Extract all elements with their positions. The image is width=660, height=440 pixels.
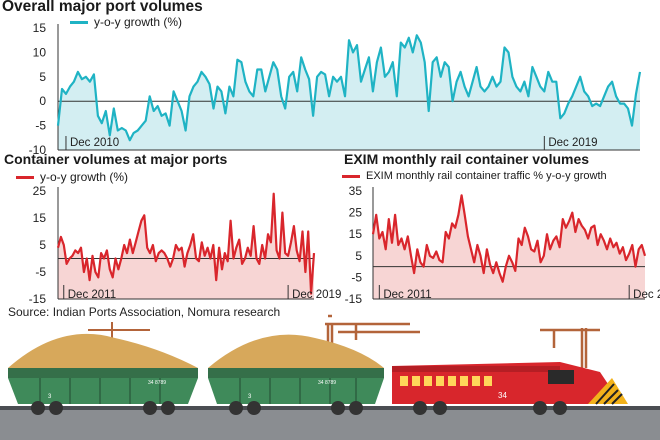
chart2-y-tick-label: 25	[33, 184, 47, 198]
chart1-y-tick-label: 0	[39, 94, 46, 108]
chart1-legend-label: y-o-y growth (%)	[94, 15, 183, 29]
locomotive-number: 34	[498, 391, 507, 400]
chart3-y-tick-label: 25	[349, 206, 363, 220]
chart1-y-tick-label: -5	[35, 119, 46, 133]
chart2-y-tick-label: 5	[39, 238, 46, 252]
chart3-y-tick-label: -5	[351, 270, 362, 284]
chart3-x-tick-label: Dec 2019	[633, 289, 660, 301]
chart3-y-tick-label: 15	[349, 227, 363, 241]
chart2-y-tick-label: -15	[29, 292, 47, 306]
wagon-2: 34 8789 3	[208, 334, 384, 415]
chart3-legend-label: EXIM monthly rail container traffic % y-…	[366, 170, 607, 182]
chart2-title: Container volumes at major ports	[4, 151, 228, 167]
legend-swatch	[16, 175, 34, 179]
chart2-legend: y-o-y growth (%)	[16, 170, 128, 184]
rail	[0, 406, 660, 410]
source-note: Source: Indian Ports Association, Nomura…	[8, 305, 281, 319]
chart2-x-tick-label: Dec 2011	[68, 289, 116, 301]
chart2-x-tick-label: Dec 2019	[292, 289, 341, 301]
wagon-number: 3	[248, 394, 252, 400]
chart2-y-tick-label: 15	[33, 211, 47, 225]
chart3-x-tick-label: Dec 2011	[383, 289, 431, 301]
chart1-title: Overall major port volumes	[2, 0, 203, 15]
chart2-area-fill	[58, 193, 314, 299]
crane-right	[540, 328, 600, 368]
wagon-1: 34 8789 3	[8, 333, 198, 415]
wagon-number: 3	[48, 394, 52, 400]
legend-swatch	[70, 20, 88, 24]
chart2-series-line	[56, 192, 316, 295]
track-bed	[0, 408, 660, 440]
chart3-legend: EXIM monthly rail container traffic % y-…	[342, 170, 607, 182]
wagon-label: 34 8789	[318, 380, 336, 386]
chart1-y-tick-label: 5	[39, 70, 46, 84]
locomotive: 34	[392, 362, 628, 415]
chart1-series-line	[56, 34, 642, 142]
chart3-y-tick-label: -15	[345, 292, 363, 306]
chart3-area-fill	[373, 195, 645, 299]
chart1-legend: y-o-y growth (%)	[70, 15, 182, 29]
chart1-y-tick-label: -10	[29, 143, 47, 157]
chart1-y-tick-label: 10	[33, 45, 47, 59]
chart1-x-tick-label: Dec 2010	[70, 137, 119, 149]
legend-swatch	[342, 174, 360, 178]
chart3-series-line	[371, 194, 647, 283]
chart2-y-tick-label: -5	[35, 265, 46, 279]
chart3-y-tick-label: 5	[355, 249, 362, 263]
chart1-area-fill	[58, 35, 640, 150]
chart1-y-tick-label: 15	[33, 21, 47, 35]
chart3-title: EXIM monthly rail container volumes	[344, 151, 590, 167]
wagon-label: 34 8789	[148, 380, 166, 386]
chart3-y-tick-label: 35	[349, 184, 363, 198]
chart1-x-tick-label: Dec 2019	[548, 137, 597, 149]
chart2-legend-label: y-o-y growth (%)	[40, 170, 129, 184]
